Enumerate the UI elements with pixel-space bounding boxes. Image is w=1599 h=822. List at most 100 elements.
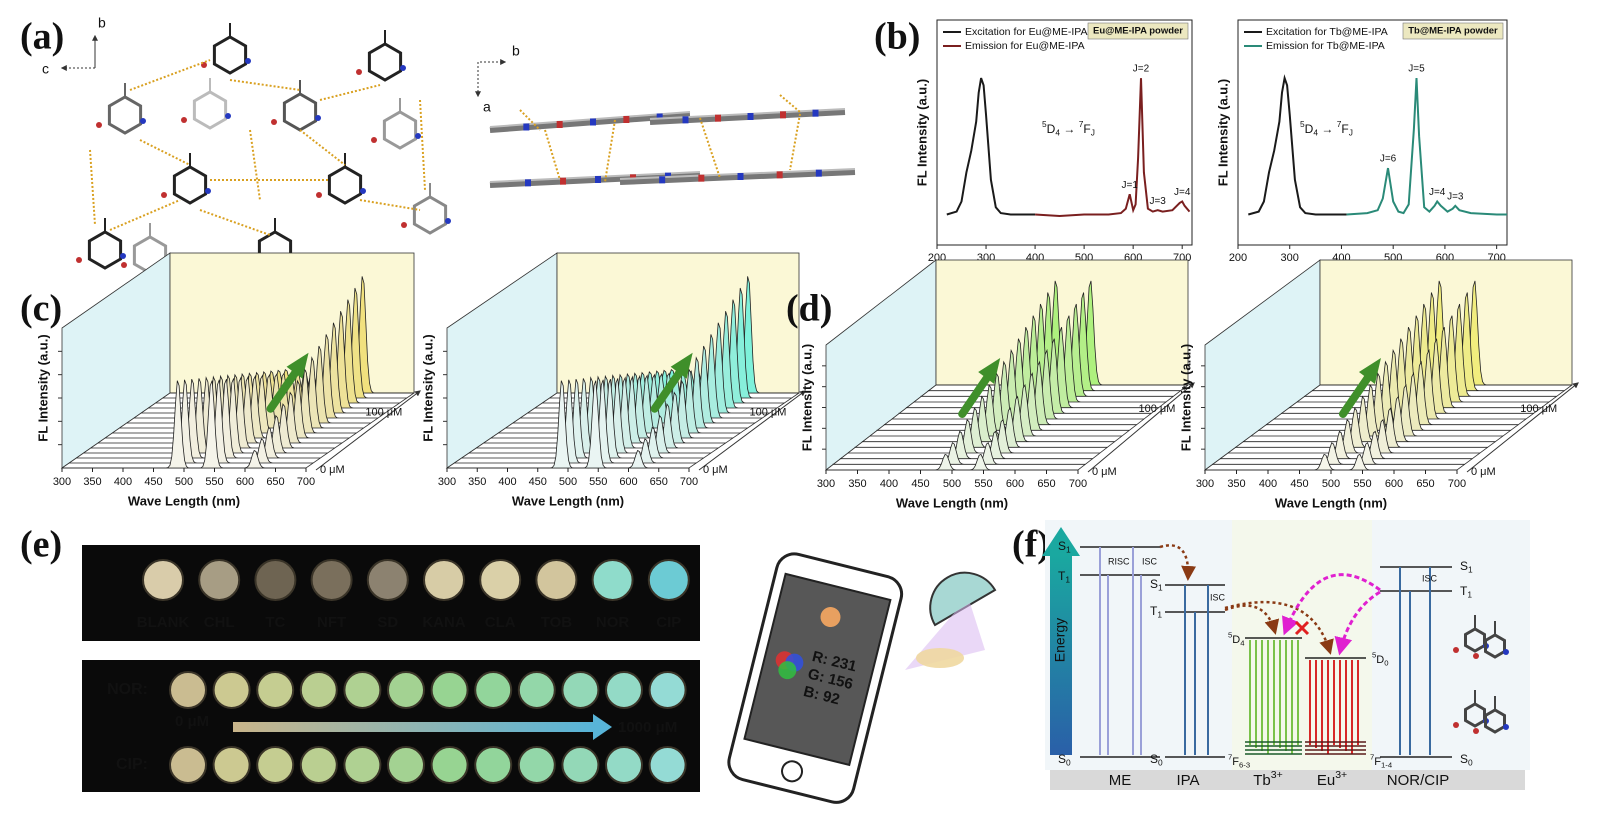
- sample-well: [474, 671, 513, 709]
- atom: [656, 113, 663, 121]
- x-tick-label: 600: [236, 476, 254, 488]
- panel-label: (e): [20, 524, 62, 566]
- text-part: 6-3: [1239, 760, 1250, 769]
- oxygen-atom: [1453, 722, 1459, 728]
- spectrum-trace: [1242, 395, 1496, 443]
- atom: [525, 179, 531, 187]
- atom: [523, 123, 530, 131]
- text-part: 5: [1228, 631, 1232, 640]
- x-tick-label: 300: [53, 476, 71, 488]
- text-part: 3+: [1335, 769, 1347, 781]
- x-tick-label: 450: [1290, 478, 1308, 490]
- sample-well: [430, 671, 469, 709]
- x-tick-label: 350: [848, 478, 866, 490]
- x-tick-label: 350: [1227, 478, 1245, 490]
- legend-label: Excitation for Eu@ME-IPA: [965, 26, 1088, 38]
- process-label: RISC: [1108, 556, 1130, 566]
- phone-screen: [743, 572, 892, 767]
- atom: [737, 173, 744, 180]
- chart-title: Eu@ME-IPA powder: [1093, 26, 1183, 37]
- nitrogen-atom: [120, 253, 126, 259]
- sample-well: [387, 746, 425, 784]
- sample-well: [169, 671, 207, 709]
- atom: [623, 116, 630, 123]
- concentration-axis: [1087, 382, 1195, 473]
- sample-well: [366, 559, 409, 601]
- concentration-label: 0 μM: [1471, 466, 1496, 478]
- x-tick-label: 650: [1416, 478, 1434, 490]
- x-tick-label: 600: [619, 476, 637, 488]
- benzene-ring: [327, 165, 363, 205]
- spectrum-trace: [848, 418, 1100, 454]
- text-part: 4: [1313, 128, 1318, 138]
- concentration-label: 100 μM: [750, 407, 787, 419]
- sample-well: [254, 559, 297, 601]
- column-label: NOR/CIP: [1387, 772, 1450, 789]
- spectrum-trace: [1205, 453, 1457, 471]
- row-label: CIP:: [116, 756, 148, 773]
- text-part: J: [1349, 128, 1353, 138]
- x-tick-label: 550: [205, 476, 223, 488]
- x-tick-label: 500: [175, 476, 193, 488]
- x-axis-label: Wave Length (nm): [896, 495, 1008, 510]
- text-part: T: [1150, 604, 1158, 618]
- spectrum-trace: [839, 430, 1093, 460]
- text-part: F: [1374, 756, 1381, 768]
- benzene-ring: [1484, 633, 1506, 659]
- atom: [556, 121, 563, 128]
- x-tick-label: 650: [650, 476, 668, 488]
- trend-arrow-head: [1358, 358, 1381, 384]
- waterfall-plot: 300 350 400 450 500 550 600 650 700 Wave Length (…: [420, 252, 806, 508]
- level-label: S0: [1150, 752, 1163, 768]
- panel-label: (f): [1012, 524, 1050, 566]
- peak-label: J=6: [1380, 154, 1397, 165]
- home-button: [781, 760, 804, 783]
- x-tick-label: 700: [297, 476, 315, 488]
- nitrogen-atom: [415, 133, 421, 139]
- sample-well: [212, 746, 251, 784]
- trend-arrow: [266, 366, 301, 413]
- plot-frame: [1237, 19, 1508, 246]
- hydrogen-bond: [544, 129, 561, 181]
- sample-well: [648, 746, 687, 784]
- nitrogen-atom: [1503, 724, 1509, 730]
- hydrogen-bond: [519, 109, 541, 131]
- hydrogen-bond: [779, 94, 801, 113]
- oxygen-atom: [371, 137, 377, 143]
- benzene-ring: [192, 90, 228, 130]
- uv-lamp: [929, 571, 997, 627]
- text-part: 1: [1066, 545, 1071, 555]
- waterfall-plot: 300 350 400 450 500 550 600 650 700 Wave Length (…: [799, 259, 1195, 510]
- x-tick-label: 350: [468, 476, 486, 488]
- level-label: 7F1-4: [1370, 753, 1393, 770]
- x-axis-label: Wave Length (nm): [512, 493, 624, 508]
- concentration-label: 100 μM: [365, 407, 402, 419]
- x-tick-label: 700: [1069, 478, 1087, 490]
- spectrum-line: [1248, 74, 1347, 216]
- sample-well: [605, 746, 643, 784]
- hydrogen-bond: [89, 149, 96, 226]
- benzene-ring: [172, 165, 208, 205]
- panel-label: (a): [20, 16, 64, 58]
- spectrum-line: [1035, 78, 1191, 218]
- sample-well: [591, 559, 634, 601]
- x-tick-label: 650: [1037, 478, 1055, 490]
- legend-label: Emission for Tb@ME-IPA: [1266, 40, 1385, 52]
- oxygen-atom: [356, 69, 362, 75]
- hydrogen-bond: [199, 209, 271, 236]
- text-part: D: [1232, 634, 1240, 646]
- x-tick-label: 550: [1353, 478, 1371, 490]
- spectrum-trace: [1211, 442, 1465, 465]
- text-part: 5: [1300, 119, 1305, 129]
- spectrum-trace: [62, 380, 306, 469]
- atom: [776, 171, 783, 179]
- column-label: Tb3+: [1253, 769, 1283, 789]
- atom: [560, 177, 566, 185]
- trend-arrow: [1338, 372, 1373, 418]
- column-bar: [1050, 770, 1525, 790]
- sample-well: [343, 671, 382, 709]
- sample-well: [423, 559, 465, 601]
- text-part: S: [1150, 577, 1158, 591]
- benzene-ring: [1464, 627, 1486, 653]
